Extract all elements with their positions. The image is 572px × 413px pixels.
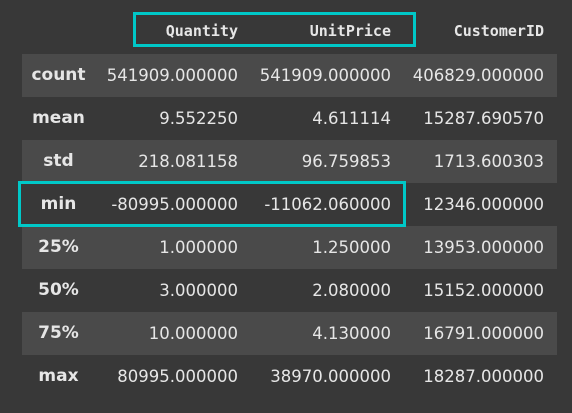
cell-quantity: 541909.000000 [106,66,238,85]
column-header-customerid: CustomerID [453,22,544,40]
cell-quantity: 80995.000000 [117,367,238,386]
cell-quantity: 1.000000 [159,238,238,257]
cell-customerid: 15152.000000 [423,281,544,300]
row-label: count [31,65,86,85]
row-label: std [43,151,74,171]
cell-quantity: 218.081158 [138,152,238,171]
table-row-std: std 218.081158 96.759853 1713.600303 [22,140,557,183]
cell-customerid: 12346.000000 [423,195,544,214]
table-row-75pct: 75% 10.000000 4.130000 16791.000000 [22,312,557,355]
cell-unitprice: 38970.000000 [270,367,391,386]
cell-unitprice: 4.130000 [312,324,391,343]
table-row-min: min -80995.000000 -11062.060000 12346.00… [22,183,557,226]
cell-unitprice: 1.250000 [312,238,391,257]
cell-unitprice: -11062.060000 [264,195,391,214]
table-row-25pct: 25% 1.000000 1.250000 13953.000000 [22,226,557,269]
cell-unitprice: 2.080000 [312,281,391,300]
row-label: 75% [38,323,79,343]
cell-unitprice: 541909.000000 [259,66,391,85]
table-header: Quantity UnitPrice CustomerID [22,8,557,54]
row-label: mean [32,108,85,128]
cell-quantity: 3.000000 [159,281,238,300]
row-label: 50% [38,280,79,300]
column-header-unitprice: UnitPrice [309,22,391,40]
cell-customerid: 1713.600303 [433,152,544,171]
table-row-max: max 80995.000000 38970.000000 18287.0000… [22,355,557,398]
cell-customerid: 18287.000000 [423,367,544,386]
row-label: max [38,366,79,386]
table-row-count: count 541909.000000 541909.000000 406829… [22,54,557,97]
cell-quantity: 10.000000 [148,324,238,343]
table-row-50pct: 50% 3.000000 2.080000 15152.000000 [22,269,557,312]
row-label: min [40,194,77,214]
cell-customerid: 15287.690570 [423,109,544,128]
table-row-mean: mean 9.552250 4.611114 15287.690570 [22,97,557,140]
cell-unitprice: 4.611114 [312,109,391,128]
cell-quantity: 9.552250 [159,109,238,128]
row-label: 25% [38,237,79,257]
column-header-quantity: Quantity [165,22,238,40]
cell-quantity: -80995.000000 [111,195,238,214]
cell-customerid: 406829.000000 [412,66,544,85]
cell-unitprice: 96.759853 [301,152,391,171]
cell-customerid: 13953.000000 [423,238,544,257]
describe-table: Quantity UnitPrice CustomerID count 5419… [22,8,557,398]
cell-customerid: 16791.000000 [423,324,544,343]
